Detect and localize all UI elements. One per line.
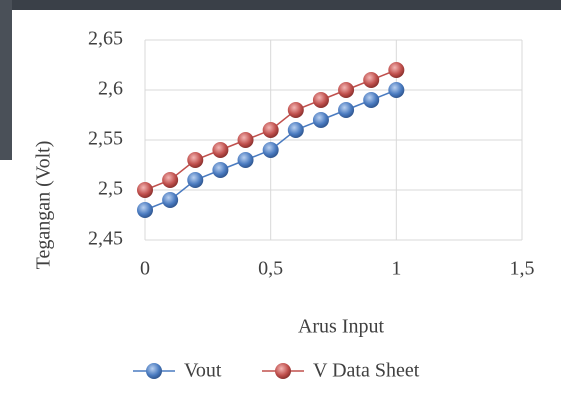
marker [288, 122, 304, 138]
marker [187, 152, 203, 168]
y-axis-title: Tegangan (Volt) [33, 141, 55, 270]
x-tick-label: 1 [391, 258, 401, 280]
chart-area [12, 10, 561, 401]
marker [137, 202, 153, 218]
y-tick-label: 2,65 [88, 28, 123, 50]
marker [238, 132, 254, 148]
x-tick-label: 0,5 [258, 258, 283, 280]
x-tick-label: 0 [140, 258, 150, 280]
marker [187, 172, 203, 188]
legend-marker [275, 363, 291, 379]
marker [263, 142, 279, 158]
marker [137, 182, 153, 198]
y-tick-label: 2,5 [98, 178, 123, 200]
chart: Arus Input Tegangan (Volt) 2,45 2,5 2,55 2,… [0, 0, 561, 401]
marker [338, 102, 354, 118]
x-axis-title: Arus Input [298, 316, 385, 338]
y-tick-label: 2,45 [88, 228, 123, 250]
legend-label: Vout [184, 360, 222, 382]
legend-marker [146, 363, 162, 379]
marker [162, 172, 178, 188]
marker [212, 142, 228, 158]
legend-label: V Data Sheet [313, 360, 420, 382]
marker [338, 82, 354, 98]
marker [388, 82, 404, 98]
x-tick-label: 1,5 [510, 258, 535, 280]
y-tick-label: 2,6 [98, 78, 123, 100]
y-tick-label: 2,55 [88, 128, 123, 150]
marker [263, 122, 279, 138]
marker [238, 152, 254, 168]
marker [162, 192, 178, 208]
marker [363, 92, 379, 108]
marker [388, 62, 404, 78]
marker [363, 72, 379, 88]
marker [313, 112, 329, 128]
background-photo [0, 0, 12, 160]
marker [313, 92, 329, 108]
marker [288, 102, 304, 118]
marker [212, 162, 228, 178]
